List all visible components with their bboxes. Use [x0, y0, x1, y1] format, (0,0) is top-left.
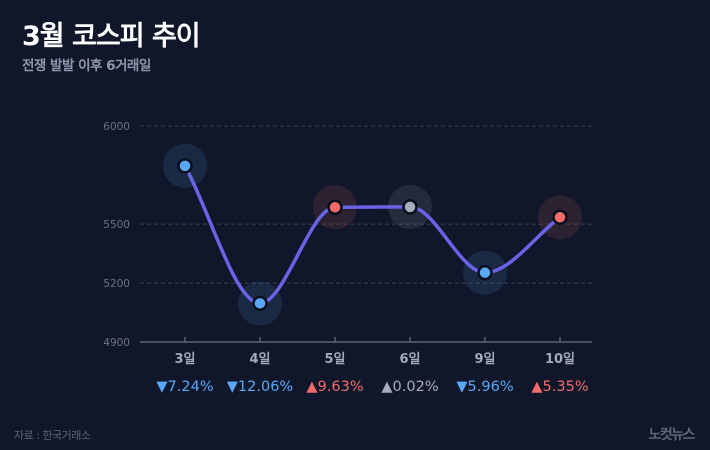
x-tick-label: 3일: [174, 352, 195, 367]
data-point: [477, 264, 493, 281]
x-tick-label: 6일: [399, 352, 420, 367]
change-value: 12.06%: [238, 379, 293, 395]
x-tick-label: 5일: [324, 352, 345, 367]
data-point: [252, 295, 268, 312]
change-direction-icon: ▲: [531, 379, 543, 395]
chart-title: 3월 코스피 추이: [22, 21, 201, 52]
change-value: 0.02%: [393, 379, 439, 395]
data-point: [327, 199, 343, 216]
source-note: 자료 : 한국거래소: [14, 429, 91, 442]
change-value: 9.63%: [318, 379, 364, 395]
change-value: 5.35%: [543, 379, 589, 395]
change-label: ▲0.02%: [381, 379, 438, 395]
change-label: ▲9.63%: [306, 379, 363, 395]
change-direction-icon: ▲: [381, 379, 393, 395]
change-label: ▼7.24%: [156, 379, 213, 395]
change-label: ▲5.35%: [531, 379, 588, 395]
data-point: [177, 158, 193, 174]
x-tick-label: 4일: [249, 352, 270, 367]
y-tick-label: 4900: [103, 337, 130, 349]
change-value: 5.96%: [468, 379, 514, 395]
y-tick-label: 5500: [103, 219, 130, 231]
chart-subtitle: 전쟁 발발 이후 6거래일: [22, 58, 151, 74]
change-direction-icon: ▼: [156, 379, 168, 395]
change-label: ▼5.96%: [456, 379, 513, 395]
y-tick-label: 6000: [103, 121, 130, 133]
data-point: [552, 209, 568, 226]
logo: 노컷뉴스: [648, 427, 695, 443]
change-direction-icon: ▼: [456, 379, 468, 395]
x-tick-label: 9일: [474, 352, 495, 367]
change-direction-icon: ▲: [306, 379, 318, 395]
y-tick-label: 5200: [103, 278, 130, 290]
data-point: [402, 199, 418, 215]
change-direction-icon: ▼: [227, 379, 239, 395]
change-value: 7.24%: [168, 379, 214, 395]
change-label: ▼12.06%: [227, 379, 293, 395]
x-tick-label: 10일: [545, 352, 575, 367]
